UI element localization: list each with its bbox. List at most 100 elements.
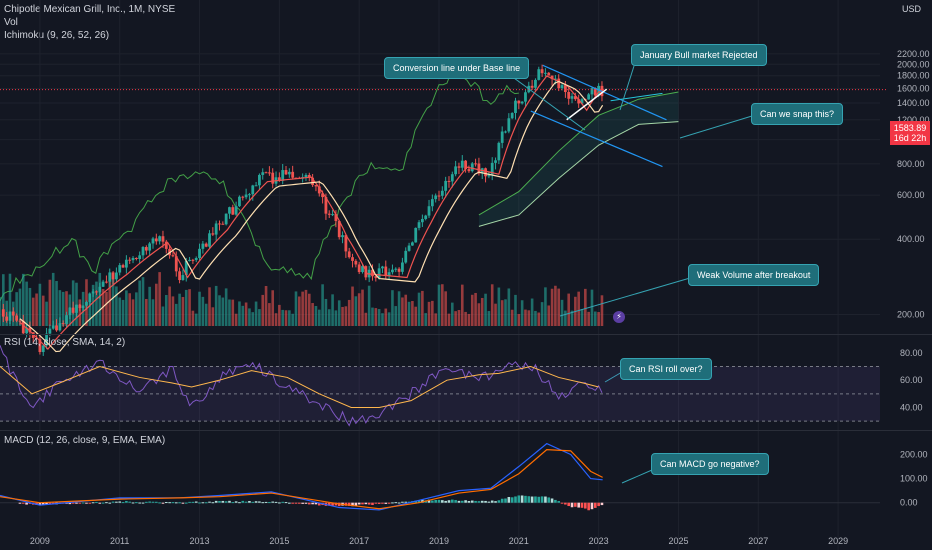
candle-body <box>48 328 52 334</box>
macd-histogram-bar <box>394 502 398 504</box>
volume-bar <box>148 286 151 326</box>
macd-histogram-bar <box>161 502 165 504</box>
pane-separator-rsi[interactable] <box>0 334 932 335</box>
candle-body <box>38 339 42 353</box>
macd-histogram-bar <box>141 502 145 504</box>
volume-bar <box>317 309 321 326</box>
volume-label: Vol <box>4 17 18 28</box>
macd-histogram-bar <box>108 502 112 504</box>
macd-histogram-bar <box>241 500 245 503</box>
volume-bar <box>164 294 168 326</box>
macd-histogram-bar <box>347 502 351 506</box>
macd-histogram-bar <box>557 501 561 503</box>
ichimoku-lagging-span <box>0 70 519 302</box>
macd-histogram-bar <box>211 502 215 504</box>
macd-histogram-bar <box>254 501 258 503</box>
candle-body <box>198 248 201 259</box>
candle-body <box>248 194 251 196</box>
macd-histogram-bar <box>470 500 474 503</box>
candle-body <box>434 195 438 200</box>
candle-body <box>530 85 534 88</box>
macd-histogram-bar <box>367 502 371 505</box>
candle-body <box>470 163 474 172</box>
macd-histogram-bar <box>105 502 108 504</box>
macd-histogram-bar <box>278 502 281 504</box>
volume-bar <box>351 286 354 326</box>
volume-bar <box>138 280 141 326</box>
macd-histogram-bar <box>168 502 171 504</box>
candle-body <box>141 247 145 256</box>
macd-histogram-bar <box>510 497 514 503</box>
macd-histogram-bar <box>298 502 301 504</box>
callout-pointer <box>621 469 653 484</box>
volume-bar <box>580 309 584 326</box>
macd-histogram-bar <box>171 502 175 504</box>
macd-histogram-bar <box>224 501 228 503</box>
volume-bar <box>141 277 145 326</box>
candle-body <box>361 266 364 273</box>
candle-body <box>181 275 185 281</box>
macd-histogram-bar <box>434 500 437 503</box>
candle-body <box>450 174 454 182</box>
candle-body <box>31 332 35 338</box>
macd-histogram-bar <box>291 502 294 504</box>
volume-bar <box>38 283 42 326</box>
volume-bar <box>258 309 261 326</box>
macd-histogram-bar <box>497 500 501 503</box>
callout-rsi[interactable]: Can RSI roll over? <box>620 358 712 380</box>
volume-bar <box>251 312 255 326</box>
volume-bar <box>454 311 457 326</box>
macd-histogram-bar <box>301 502 304 504</box>
macd-histogram-bar <box>294 502 298 504</box>
volume-bar <box>600 295 604 326</box>
candle-body <box>487 174 491 177</box>
candle-body <box>11 311 15 316</box>
callout-january[interactable]: January Bull market Rejected <box>631 44 767 66</box>
volume-bar <box>204 303 208 326</box>
candle-body <box>184 261 188 276</box>
candle-body <box>271 172 275 184</box>
volume-bar <box>597 312 600 326</box>
volume-bar <box>224 288 228 326</box>
macd-histogram-bar <box>135 502 138 504</box>
macd-histogram-bar <box>95 501 98 503</box>
volume-bar <box>427 301 431 326</box>
candle-body <box>420 218 424 223</box>
macd-histogram-bar <box>201 502 205 504</box>
macd-histogram-bar <box>351 502 354 507</box>
volume-bar <box>451 302 454 326</box>
candle-body <box>55 325 58 331</box>
lightning-icon[interactable]: ⚡ <box>613 311 625 323</box>
callout-macd[interactable]: Can MACD go negative? <box>651 453 769 475</box>
volume-bar <box>547 305 551 326</box>
macd-histogram-bar <box>454 500 457 503</box>
callout-snap[interactable]: Can we snap this? <box>751 103 844 125</box>
macd-tick-label: 100.00 <box>900 474 928 484</box>
candle-body <box>78 304 82 309</box>
volume-bar <box>587 311 590 326</box>
volume-bar <box>264 285 268 326</box>
macd-histogram-bar <box>371 502 374 506</box>
pane-separator-macd[interactable] <box>0 430 932 431</box>
candle-body <box>188 259 191 262</box>
volume-bar <box>151 299 155 326</box>
volume-bar <box>244 302 248 326</box>
macd-histogram-bar <box>258 501 261 503</box>
volume-bar <box>341 306 344 326</box>
callout-conversion[interactable]: Conversion line under Base line <box>384 57 530 79</box>
volume-bar <box>387 312 391 326</box>
candle-body <box>68 307 72 316</box>
macd-histogram-bar <box>474 500 477 503</box>
volume-bar <box>201 296 205 326</box>
volume-bar <box>261 294 265 326</box>
candle-body <box>108 272 112 282</box>
callout-pointer <box>559 277 691 317</box>
candle-body <box>454 166 458 175</box>
volume-bar <box>241 305 245 326</box>
candle-body <box>520 101 524 104</box>
candle-body <box>444 180 448 191</box>
candle-body <box>371 269 374 277</box>
callout-weak-volume[interactable]: Weak Volume after breakout <box>688 264 820 286</box>
volume-bar <box>278 304 281 326</box>
